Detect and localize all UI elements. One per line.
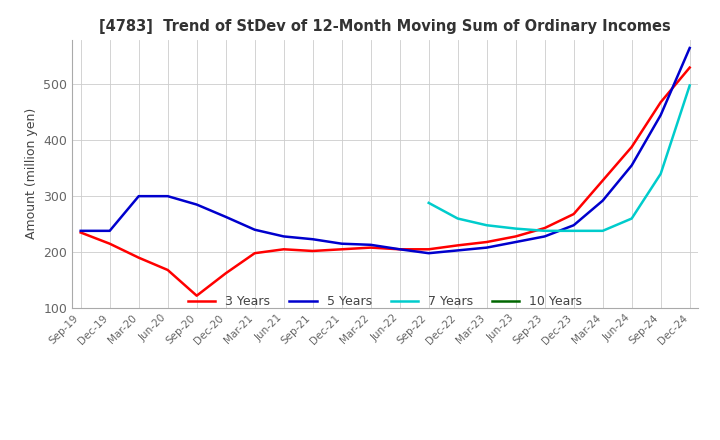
5 Years	[570, 223, 578, 228]
5 Years	[338, 241, 346, 246]
Line: 5 Years: 5 Years	[81, 48, 690, 253]
3 Years	[221, 271, 230, 276]
3 Years	[454, 243, 462, 248]
5 Years	[163, 194, 172, 199]
5 Years	[105, 228, 114, 234]
3 Years	[541, 225, 549, 231]
3 Years	[135, 255, 143, 260]
3 Years	[424, 247, 433, 252]
5 Years	[251, 227, 259, 232]
3 Years	[570, 211, 578, 216]
5 Years	[366, 242, 375, 247]
5 Years	[308, 237, 317, 242]
7 Years	[511, 226, 520, 231]
Line: 7 Years: 7 Years	[428, 85, 690, 231]
5 Years	[454, 248, 462, 253]
5 Years	[192, 202, 201, 207]
5 Years	[627, 163, 636, 168]
5 Years	[135, 194, 143, 199]
5 Years	[598, 198, 607, 203]
5 Years	[685, 45, 694, 51]
7 Years	[685, 83, 694, 88]
5 Years	[76, 228, 85, 234]
7 Years	[570, 228, 578, 234]
7 Years	[657, 171, 665, 176]
3 Years	[482, 239, 491, 245]
Legend: 3 Years, 5 Years, 7 Years, 10 Years: 3 Years, 5 Years, 7 Years, 10 Years	[183, 290, 588, 313]
3 Years	[395, 247, 404, 252]
5 Years	[541, 234, 549, 239]
7 Years	[424, 200, 433, 205]
3 Years	[251, 250, 259, 256]
3 Years	[163, 268, 172, 273]
5 Years	[657, 113, 665, 118]
3 Years	[279, 247, 288, 252]
3 Years	[192, 293, 201, 298]
7 Years	[627, 216, 636, 221]
7 Years	[482, 223, 491, 228]
5 Years	[395, 247, 404, 252]
3 Years	[105, 241, 114, 246]
Y-axis label: Amount (million yen): Amount (million yen)	[24, 108, 37, 239]
3 Years	[598, 178, 607, 183]
5 Years	[482, 245, 491, 250]
5 Years	[221, 214, 230, 220]
3 Years	[76, 230, 85, 235]
5 Years	[279, 234, 288, 239]
3 Years	[366, 245, 375, 250]
7 Years	[598, 228, 607, 234]
7 Years	[454, 216, 462, 221]
3 Years	[657, 99, 665, 105]
Title: [4783]  Trend of StDev of 12-Month Moving Sum of Ordinary Incomes: [4783] Trend of StDev of 12-Month Moving…	[99, 19, 671, 34]
5 Years	[424, 250, 433, 256]
7 Years	[541, 228, 549, 234]
5 Years	[511, 239, 520, 245]
10 Years	[685, 87, 694, 92]
3 Years	[511, 234, 520, 239]
3 Years	[308, 248, 317, 253]
Line: 3 Years: 3 Years	[81, 68, 690, 296]
3 Years	[685, 65, 694, 70]
3 Years	[338, 247, 346, 252]
3 Years	[627, 144, 636, 150]
